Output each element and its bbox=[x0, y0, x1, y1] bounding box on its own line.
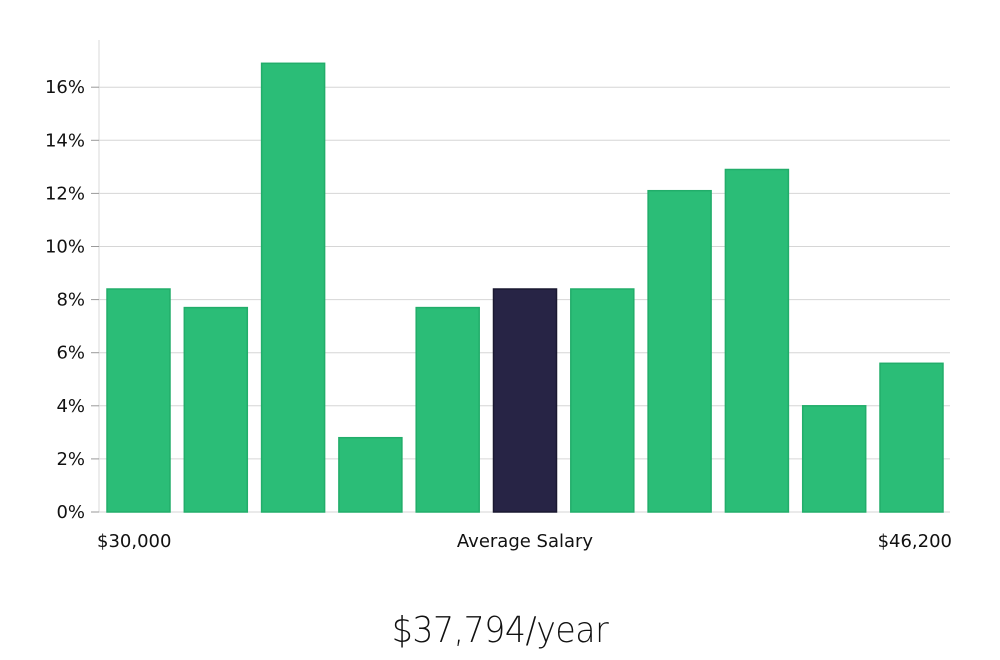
y-tick-label: 2% bbox=[56, 449, 85, 470]
bar bbox=[879, 362, 944, 513]
y-axis-ticks: 0% 2% 4% 6% 8% 10% 12% 14% 16% bbox=[45, 77, 99, 523]
bars bbox=[106, 62, 944, 513]
bar bbox=[647, 189, 712, 513]
bar bbox=[260, 62, 326, 513]
y-tick-label: 6% bbox=[56, 343, 85, 364]
bar bbox=[415, 306, 480, 513]
bar bbox=[724, 168, 790, 513]
x-min-label: $30,000 bbox=[97, 531, 171, 552]
x-axis-title: Average Salary bbox=[457, 531, 594, 552]
average-salary-value: $37,794/year bbox=[391, 610, 609, 651]
y-tick-label: 12% bbox=[45, 183, 85, 204]
y-tick-label: 0% bbox=[56, 502, 85, 523]
bar bbox=[106, 288, 171, 513]
bar bbox=[570, 288, 635, 513]
salary-distribution-chart: 0% 2% 4% 6% 8% 10% 12% 14% 16% $30,000 Average S… bbox=[45, 40, 952, 552]
bar bbox=[801, 405, 867, 513]
y-tick-label: 14% bbox=[45, 130, 85, 151]
bar bbox=[183, 306, 249, 513]
y-tick-label: 16% bbox=[45, 77, 85, 98]
bar-highlighted bbox=[492, 288, 558, 513]
bar bbox=[338, 436, 403, 513]
y-tick-label: 8% bbox=[56, 290, 85, 311]
x-max-label: $46,200 bbox=[878, 531, 952, 552]
y-tick-label: 4% bbox=[56, 396, 85, 417]
y-tick-label: 10% bbox=[45, 237, 85, 258]
